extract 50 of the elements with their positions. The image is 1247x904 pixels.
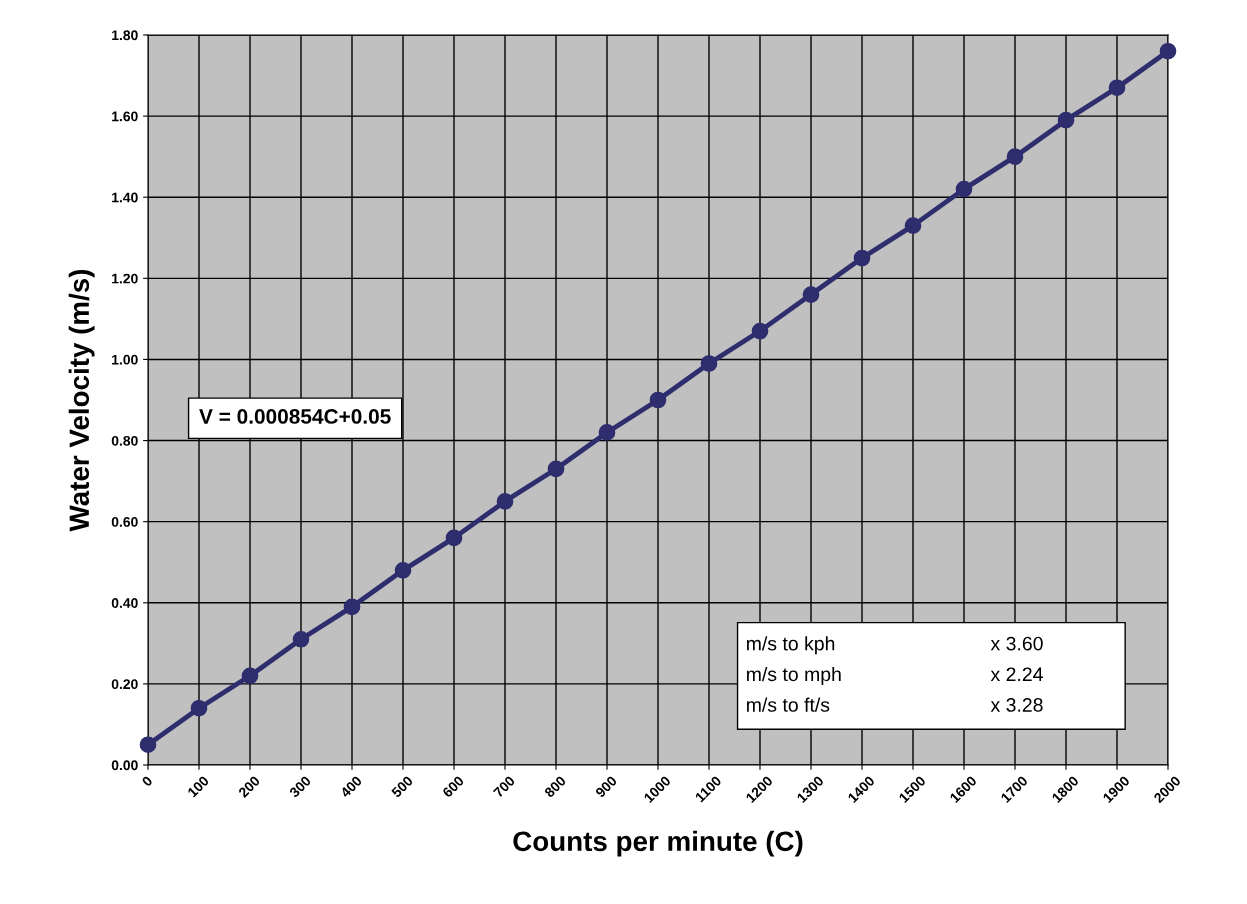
point [700,355,718,372]
y-tick-label: 1.00 [112,354,138,365]
point [751,322,769,340]
annotation: x 3.60 [990,636,1043,651]
point [1006,148,1024,166]
point [904,217,922,234]
y-axis-title: Water Velocity (m/s) [68,269,95,532]
y-tick-label: 0.80 [111,435,138,446]
point [190,699,208,717]
point [598,424,616,441]
point [1057,111,1075,129]
x-tick-label: 300 [288,775,312,799]
point [292,630,310,648]
point [241,667,259,685]
point [394,561,412,579]
x-axis-title: Counts per minute (C) [513,830,803,857]
x-tick-label: 900 [594,775,618,798]
point [496,493,514,510]
annotation: m/s to kph [747,636,835,655]
point [802,286,820,303]
point [955,180,973,198]
point [547,460,565,478]
x-tick-label: 100 [187,775,210,798]
y-tick-label: 0.40 [111,598,138,608]
y-tick-label: 0.20 [111,679,138,690]
x-tick-label: 0 [141,775,153,788]
point [1159,42,1177,60]
point [139,736,157,754]
point [853,249,871,267]
annotation: m/s to mph [747,666,841,685]
x-tick-label: 700 [492,775,516,798]
annotation: x 2.24 [990,667,1043,681]
y-tick-label: 1.40 [112,192,138,203]
x-tick-label: 800 [543,775,567,799]
annotation: x 3.28 [990,698,1043,712]
y-tick-label: 1.80 [112,30,138,41]
y-tick-label: 1.20 [112,273,138,284]
y-tick-label: 1.60 [112,111,138,122]
point [1108,79,1126,97]
x-tick-label: 600 [441,775,465,798]
x-tick-label: 200 [237,775,261,798]
point [445,529,463,547]
annotation: V = 0.000854C+0.05 [199,409,391,424]
annotation: m/s to ft/s [747,697,830,712]
point [649,391,667,409]
point [343,598,361,616]
y-tick-label: 0.00 [111,760,138,771]
x-tick-label: 500 [390,775,414,799]
x-tick-label: 400 [339,775,363,799]
y-tick-label: 0.60 [111,517,138,527]
